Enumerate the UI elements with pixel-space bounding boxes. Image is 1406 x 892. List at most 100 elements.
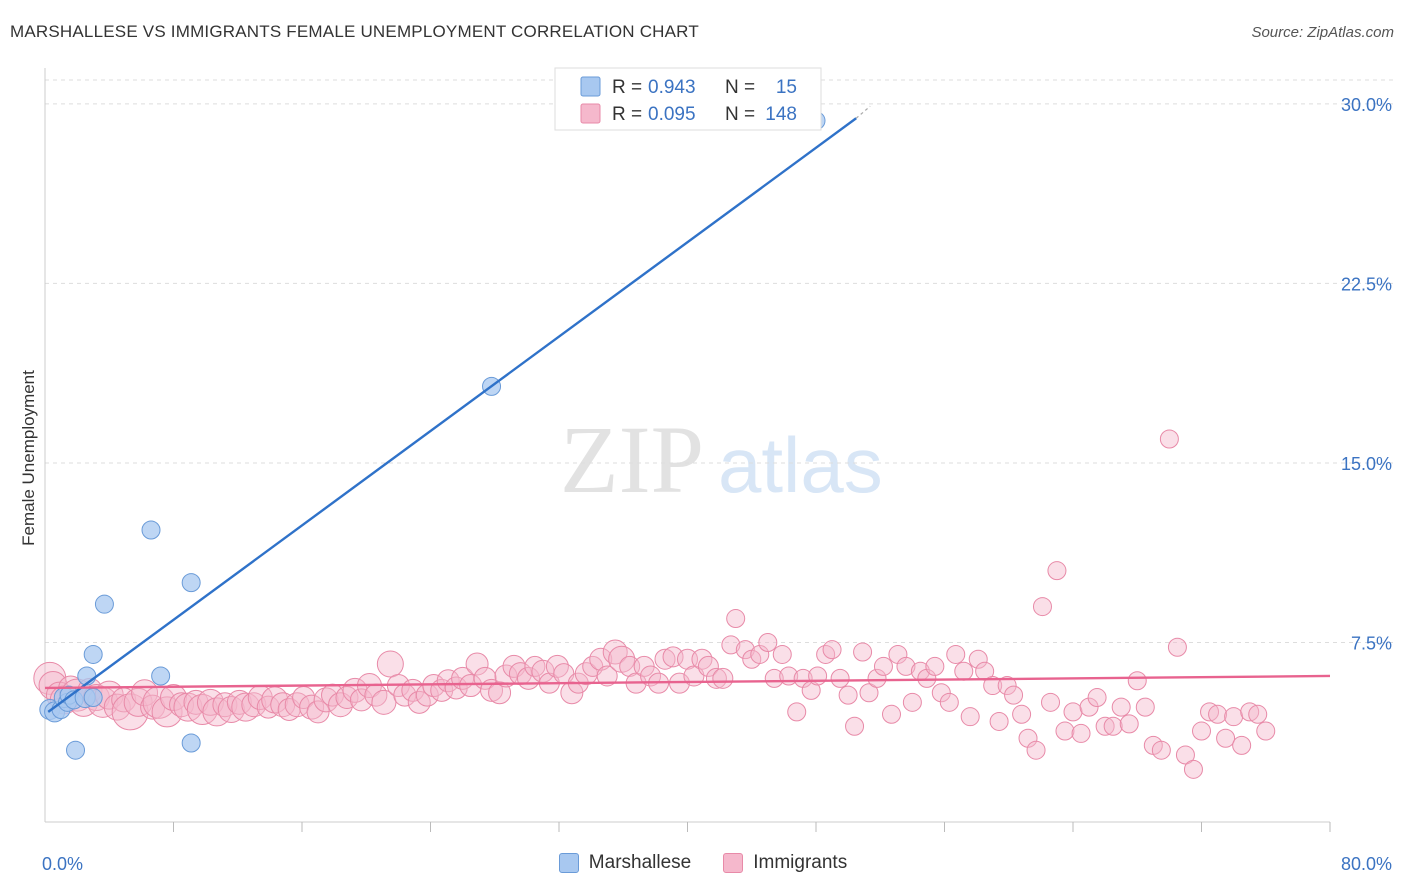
legend-label-immigrants: Immigrants [753, 852, 848, 873]
immigrants-point-115 [859, 683, 879, 703]
immigrants-point-147 [1095, 716, 1115, 736]
immigrants-point-141 [1047, 561, 1067, 581]
marshallese-swatch [558, 853, 579, 873]
immigrants-point-146 [1087, 688, 1107, 708]
immigrants-point-78 [589, 647, 613, 671]
immigrants-point-65 [494, 664, 518, 688]
immigrants-point-19 [160, 684, 187, 712]
immigrants-point-151 [1127, 671, 1147, 691]
legend-bottom: Marshallese Immigrants [0, 852, 1406, 874]
immigrants-point-138 [1026, 740, 1046, 760]
immigrants-point-129 [960, 707, 980, 727]
immigrants-point-101 [758, 632, 778, 652]
immigrants-trend-line [44, 674, 1331, 690]
y-tick-label-3: 30.0% [1341, 95, 1392, 115]
immigrants-point-133 [989, 711, 1009, 731]
immigrants-point-61 [465, 652, 489, 676]
marshallese-point-13 [141, 520, 161, 540]
watermark-atlas: atlas [718, 421, 883, 509]
immigrants-point-82 [619, 655, 641, 677]
immigrants-point-95 [712, 667, 734, 689]
immigrants-point-152 [1135, 697, 1155, 717]
chart-title: MARSHALLESE VS IMMIGRANTS FEMALE UNEMPLO… [10, 22, 699, 41]
immigrants-point-158 [1183, 759, 1203, 779]
legend-blue-n-value: 15 [776, 77, 797, 98]
marshallese-point-11 [83, 688, 103, 708]
marshallese-trend-extension [855, 105, 871, 119]
legend-item-marshallese[interactable]: Marshallese [558, 852, 692, 874]
immigrants-point-96 [721, 635, 741, 655]
immigrants-point-155 [1159, 429, 1179, 449]
legend-pink-r-value: 0.095 [648, 104, 696, 125]
immigrants-point-156 [1167, 637, 1187, 657]
immigrants-point-143 [1063, 702, 1083, 722]
immigrants-point-74 [560, 681, 584, 705]
immigrants-point-165 [1240, 702, 1260, 722]
legend-pink-swatch [580, 103, 601, 124]
immigrants-point-25 [202, 697, 232, 727]
immigrants-point-124 [925, 656, 945, 676]
legend-label-marshallese: Marshallese [588, 852, 692, 873]
immigrants-point-125 [931, 683, 951, 703]
immigrants-point-136 [1012, 704, 1032, 724]
legend-top: R = 0.943 N = 15 R = 0.095 N = 148 [554, 67, 822, 131]
legend-blue-n-label: N = [725, 77, 755, 98]
immigrants-point-49 [376, 650, 404, 678]
marshallese-point-12 [94, 594, 114, 614]
immigrants-point-112 [838, 685, 858, 705]
immigrants-point-121 [902, 692, 922, 712]
immigrants-point-87 [654, 648, 676, 670]
immigrants-point-97 [726, 609, 746, 629]
immigrants-point-149 [1111, 697, 1131, 717]
y-axis-label: Female Unemployment [19, 370, 38, 546]
immigrants-point-154 [1151, 740, 1171, 760]
marshallese-point-16 [181, 733, 201, 753]
immigrants-point-142 [1055, 721, 1075, 741]
legend-pink-n-value: 148 [765, 104, 797, 125]
immigrants-point-139 [1032, 597, 1052, 617]
y-tick-label-2: 22.5% [1341, 274, 1392, 294]
immigrants-point-117 [873, 656, 893, 676]
immigrants-point-132 [983, 676, 1003, 696]
immigrants-point-134 [997, 676, 1017, 696]
legend-blue-r-label: R = [612, 77, 642, 98]
immigrants-point-166 [1248, 704, 1268, 724]
immigrants-point-161 [1208, 704, 1228, 724]
immigrants-point-90 [677, 648, 698, 670]
y-tick-label-0: 7.5% [1351, 633, 1392, 653]
immigrants-point-29 [231, 692, 261, 722]
immigrants-point-111 [830, 668, 850, 688]
immigrants-point-128 [954, 661, 974, 681]
immigrants-point-108 [808, 666, 828, 686]
immigrants-point-135 [1004, 685, 1024, 705]
legend-pink-n-label: N = [725, 104, 755, 125]
immigrants-point-157 [1175, 745, 1195, 765]
immigrants-point-127 [946, 644, 966, 664]
immigrants-point-23 [186, 693, 218, 725]
immigrants-point-0 [33, 661, 67, 695]
y-tick-label-1: 15.0% [1341, 454, 1392, 474]
immigrants-point-27 [217, 695, 245, 723]
immigrants-point-160 [1200, 702, 1220, 722]
immigrants-point-103 [772, 644, 792, 664]
source-label: Source: ZipAtlas.com [1251, 24, 1394, 41]
legend-blue-r-value: 0.943 [648, 77, 696, 98]
immigrants-point-140 [1041, 692, 1061, 712]
legend-blue-swatch [580, 76, 601, 97]
immigrants-point-94 [705, 667, 727, 689]
immigrants-point-79 [596, 665, 618, 687]
marshallese-point-14 [151, 666, 171, 686]
immigrants-point-148 [1103, 716, 1123, 736]
watermark-zip: ZIP [560, 406, 704, 513]
immigrants-point-43 [335, 686, 359, 710]
immigrants-point-22 [183, 689, 209, 715]
immigrants-point-98 [735, 640, 755, 660]
immigrants-point-150 [1119, 714, 1139, 734]
immigrants-point-144 [1071, 723, 1091, 743]
marshallese-point-7 [66, 740, 86, 760]
immigrants-swatch [723, 853, 744, 873]
legend-item-immigrants[interactable]: Immigrants [723, 852, 847, 874]
immigrants-point-120 [896, 656, 916, 676]
immigrants-point-167 [1256, 721, 1276, 741]
